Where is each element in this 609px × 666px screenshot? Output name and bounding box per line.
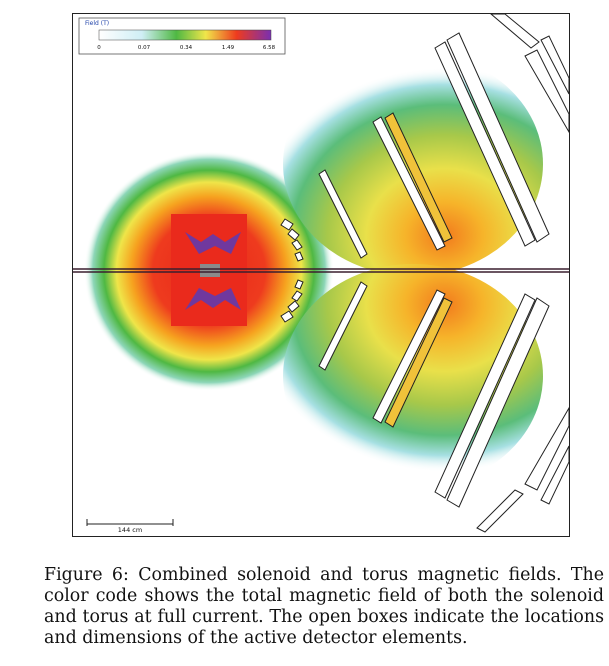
legend-tick: 6.58 [263,45,276,51]
legend-colorbar [98,29,272,41]
detector-elements [280,14,569,533]
field-legend: Field (T) 0 0.07 0.34 1.49 6.58 [78,17,286,55]
scale-bar-label: 144 cm [118,526,142,534]
solenoid-coil-top [185,232,241,254]
magnetic-field-figure: Field (T) 0 0.07 0.34 1.49 6.58 144 cm [72,13,570,537]
caption-text: Combined solenoid and torus magnetic fie… [44,565,604,648]
caption-prefix: Figure 6: [44,565,129,585]
field-map: Field (T) 0 0.07 0.34 1.49 6.58 144 cm [73,14,569,534]
solenoid-coil-bottom [185,288,241,310]
scale-bar: 144 cm [86,519,174,534]
legend-title: Field (T) [85,20,109,27]
legend-tick: 0.07 [138,45,151,51]
legend-tick: 1.49 [222,45,235,51]
target-marker [200,264,220,277]
figure-caption: Figure 6: Combined solenoid and torus ma… [44,565,604,649]
legend-tick: 0.34 [180,45,193,51]
legend-tick: 0 [97,45,101,51]
